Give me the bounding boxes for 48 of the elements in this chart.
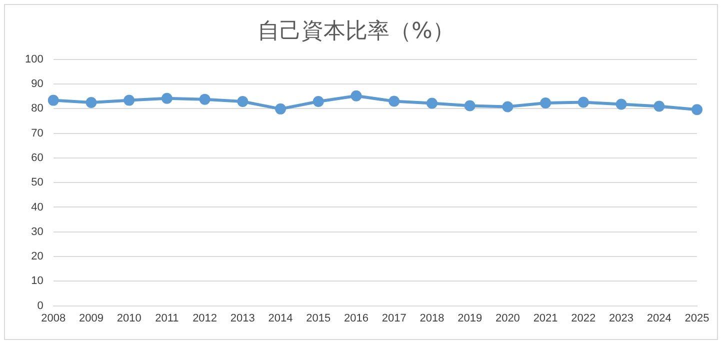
- point: [464, 100, 476, 112]
- y-tick-label: 30: [31, 226, 44, 238]
- point: [654, 100, 665, 112]
- x-tick-label: 2023: [609, 312, 634, 324]
- point: [388, 96, 400, 107]
- y-tick-label: 100: [24, 53, 44, 66]
- x-tick-label: 2018: [420, 312, 444, 324]
- x-tick-label: 2019: [458, 312, 482, 324]
- y-tick-label: 10: [31, 275, 44, 288]
- point: [350, 90, 362, 102]
- x-tick-label: 2017: [382, 312, 406, 324]
- y-tick-label: 70: [31, 127, 44, 140]
- x-tick-label: 2022: [571, 312, 596, 324]
- point: [124, 94, 135, 106]
- point: [161, 92, 172, 104]
- x-tick-label: 2025: [684, 312, 710, 324]
- x-tick-label: 2021: [533, 312, 558, 324]
- point: [578, 96, 589, 108]
- y-tick-label: 40: [31, 201, 44, 214]
- x-tick-label: 2009: [78, 312, 104, 324]
- point: [692, 104, 702, 116]
- x-tick-label: 2008: [41, 312, 66, 324]
- point: [540, 98, 552, 109]
- point: [199, 94, 210, 105]
- point: [502, 101, 514, 112]
- point: [86, 97, 97, 108]
- x-tick-label: 2012: [192, 312, 218, 324]
- point: [312, 96, 324, 108]
- point: [237, 96, 248, 108]
- point: [616, 98, 627, 110]
- x-tick-label: 2020: [495, 312, 520, 324]
- point: [426, 98, 438, 109]
- y-tick-label: 80: [31, 102, 44, 115]
- chart-title: 自己資本比率（%）: [258, 18, 454, 44]
- point: [48, 94, 59, 106]
- y-tick-label: 90: [31, 78, 44, 90]
- y-tick-label: 50: [31, 176, 44, 189]
- x-tick-label: 2015: [306, 312, 331, 324]
- y-tick-label: 60: [31, 152, 44, 164]
- x-tick-label: 2016: [344, 312, 368, 324]
- x-tick-label: 2024: [646, 312, 672, 324]
- x-tick-label: 2010: [116, 312, 142, 324]
- y-tick-label: 0: [37, 300, 44, 312]
- point: [275, 103, 286, 114]
- x-tick-label: 2011: [155, 312, 179, 324]
- y-tick-label: 20: [31, 250, 44, 263]
- x-tick-label: 2013: [230, 312, 255, 324]
- x-tick-label: 2014: [268, 312, 293, 324]
